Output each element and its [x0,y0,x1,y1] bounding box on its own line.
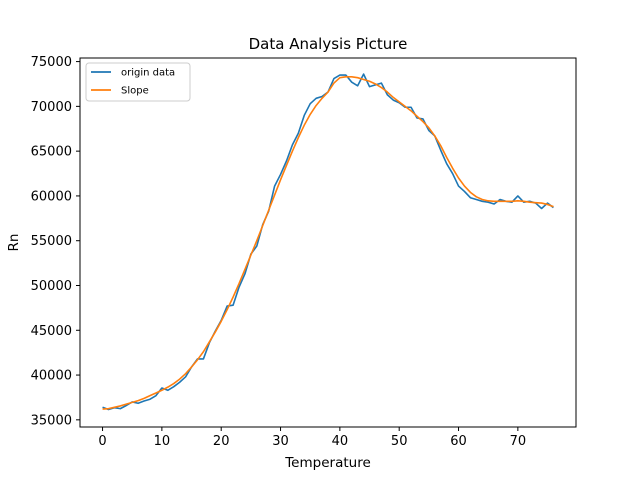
x-tick-label: 40 [332,434,349,449]
legend-label: Slope [121,86,149,97]
y-tick-label: 60000 [31,189,72,204]
x-axis-ticks: 0 10 20 30 40 50 60 70 [98,427,526,449]
y-tick-label: 35000 [31,413,72,428]
x-tick-label: 60 [450,434,467,449]
x-tick-label: 0 [98,434,106,449]
y-axis-label: Rn [6,234,22,252]
legend-label: origin data [121,68,175,79]
series-layer [102,73,554,411]
plot-frame [79,57,577,428]
y-tick-label: 50000 [31,279,72,294]
legend-box [85,62,191,102]
x-axis-label: Temperature [284,455,371,471]
x-tick-label: 20 [213,434,230,449]
x-tick-label: 70 [510,434,527,449]
series-line-slope [102,76,554,410]
y-tick-label: 75000 [31,55,72,70]
y-axis-ticks: 35000 40000 45000 50000 55000 60000 65000 70000… [31,55,80,428]
y-tick-label: 45000 [31,324,72,339]
chart-title: Data Analysis Picture [249,35,408,53]
y-tick-label: 70000 [31,100,72,115]
y-tick-label: 55000 [31,234,72,249]
x-tick-label: 50 [391,434,408,449]
y-tick-label: 65000 [31,145,72,160]
y-tick-label: 40000 [31,369,72,384]
legend: origin data Slope [85,62,191,102]
x-tick-label: 10 [154,434,171,449]
x-tick-label: 30 [272,434,289,449]
